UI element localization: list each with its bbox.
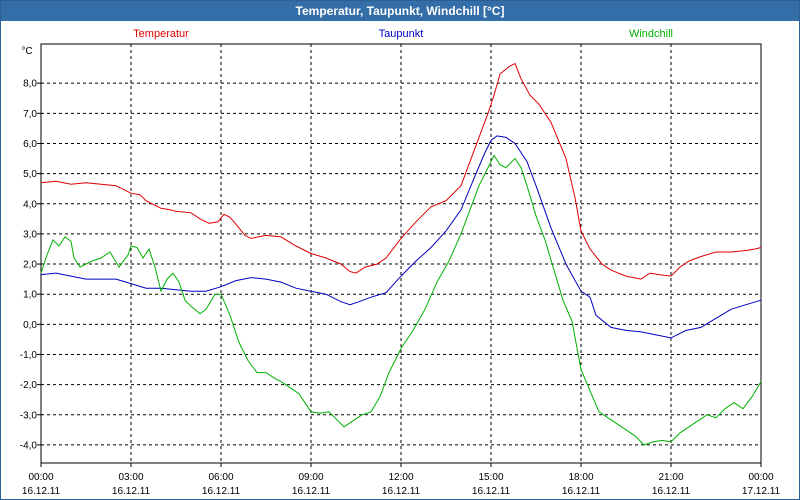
y-tick-label: 1,0 — [23, 290, 37, 301]
x-tick-label-time: 15:00 — [478, 472, 503, 483]
y-tick-label: -2,0 — [20, 380, 38, 391]
axes: -4,0 -3,0 -2,0 -1,0 0,0 1,0 2,0 3,0 4,0 5,0 6,0 7,0… — [20, 46, 781, 497]
x-tick-label-time: 18:00 — [568, 472, 593, 483]
chart-svg: -4,0 -3,0 -2,0 -1,0 0,0 1,0 2,0 3,0 4,0 5,0 6,0 7,0… — [20, 28, 781, 497]
x-tick-label-time: 21:00 — [658, 472, 683, 483]
legend-temperatur: Temperatur — [133, 28, 189, 40]
y-tick-label: 6,0 — [23, 139, 37, 150]
series-line-taupunkt — [40, 135, 762, 339]
x-tick-label-date: 16.12.11 — [202, 486, 241, 497]
x-tick-label-time: 03:00 — [118, 472, 143, 483]
y-tick-label: 0,0 — [23, 320, 37, 331]
legend: Temperatur Taupunkt Windchill — [133, 28, 673, 40]
y-tick-label: -1,0 — [20, 350, 38, 361]
series-line-temperatur — [40, 62, 762, 280]
x-tick-label-date: 16.12.11 — [382, 486, 421, 497]
x-tick-label-date: 16.12.11 — [562, 486, 601, 497]
y-tick-label: -3,0 — [20, 410, 38, 421]
x-tick-label-time: 00:00 — [748, 472, 773, 483]
chart-title: Temperatur, Taupunkt, Windchill [°C] — [1, 1, 799, 21]
x-tick-label-date: 16.12.11 — [292, 486, 331, 497]
y-tick-label: 8,0 — [23, 79, 37, 90]
y-tick-label: 3,0 — [23, 229, 37, 240]
x-tick-label-date: 16.12.11 — [22, 486, 61, 497]
x-tick-label-date: 16.12.11 — [652, 486, 691, 497]
series-line-windchill — [40, 154, 762, 446]
y-tick-label: 5,0 — [23, 169, 37, 180]
legend-windchill: Windchill — [629, 28, 673, 40]
x-tick-label-time: 09:00 — [298, 472, 323, 483]
y-axis-unit-label: °C — [21, 46, 32, 57]
x-tick-label-time: 12:00 — [388, 472, 413, 483]
y-tick-label: -4,0 — [20, 440, 38, 451]
x-tick-label-date: 16.12.11 — [112, 486, 151, 497]
x-tick-label-date: 16.12.11 — [472, 486, 511, 497]
y-tick-label: 2,0 — [23, 260, 37, 271]
y-tick-label: 7,0 — [23, 109, 37, 120]
x-tick-label-date: 17.12.11 — [742, 486, 781, 497]
grid — [41, 44, 761, 463]
y-tick-label: 4,0 — [23, 199, 37, 210]
legend-taupunkt: Taupunkt — [379, 28, 424, 40]
series-lines — [40, 62, 762, 446]
x-tick-label-time: 06:00 — [208, 472, 233, 483]
x-tick-label-time: 00:00 — [28, 472, 53, 483]
